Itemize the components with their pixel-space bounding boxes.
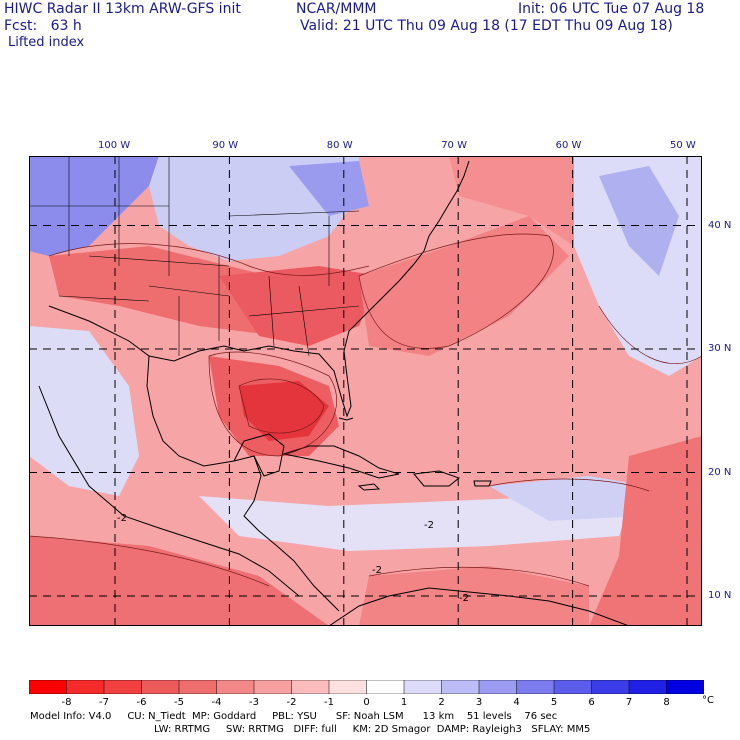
colorbar-segment <box>29 680 68 694</box>
colorbar-segment <box>591 680 630 694</box>
colorbar-segment <box>66 680 105 694</box>
south-america-coast <box>328 587 630 626</box>
colorbar-unit: °C <box>702 695 714 706</box>
plot-title: HIWC Radar II 13km ARW-GFS init <box>4 1 241 17</box>
gulf-strong-core <box>239 381 329 441</box>
longitude-label: 70 W <box>441 140 467 151</box>
central-atlantic-unstable <box>449 156 574 246</box>
field-name: Lifted index <box>8 35 85 50</box>
colorbar-segment <box>553 680 593 694</box>
yucatan <box>233 433 285 477</box>
graticule <box>29 156 702 626</box>
latitude-label: 20 N <box>708 466 732 478</box>
model-info-line2: LW: RRTMG SW: RRTMG DIFF: full KM: 2D Sm… <box>154 724 591 735</box>
latitude-label: 40 N <box>708 219 732 231</box>
colorbar-tick-label: 1 <box>400 697 408 708</box>
colorbar-tick-label: -8 <box>61 697 72 708</box>
colorbar-tick-label: 7 <box>625 697 633 708</box>
colorbar-segment <box>478 680 518 694</box>
colorbar-tick-label: 4 <box>513 697 520 708</box>
colorbar-segment <box>628 680 668 694</box>
longitude-label: 90 W <box>212 140 239 151</box>
atlantic-unstable-band <box>359 216 569 356</box>
southeast-atlantic-unstable <box>589 436 702 626</box>
mexico-east-coast <box>146 355 340 612</box>
colorbar-tick-label: -6 <box>136 697 147 708</box>
positive-index-regions <box>29 156 702 551</box>
contour-label: -2 <box>424 520 434 531</box>
jamaica <box>357 483 381 491</box>
model-info-line1: Model Info: V4.0 CU: N_Tiedt MP: Goddard… <box>30 711 558 722</box>
colorbar-segment <box>253 680 293 694</box>
contour-label: -2 <box>459 593 469 604</box>
lifted-index-map: -2 -2 -2 -2 <box>29 156 702 626</box>
mexico-west-coast <box>38 385 300 597</box>
colorbar-tick-label: -3 <box>249 697 259 708</box>
colorbar-segment <box>441 680 480 694</box>
colorbar-tick-label: -5 <box>174 697 184 708</box>
latitude-label: 10 N <box>708 590 732 601</box>
init-time: Init: 06 UTC Tue 07 Aug 18 <box>518 1 705 17</box>
caribbean-stable-band <box>199 496 629 551</box>
colorbar-tick-label: -4 <box>211 697 222 708</box>
northeast-stable-region <box>289 161 369 216</box>
colorbar-segment <box>516 680 555 694</box>
colorbar-tick-label: 8 <box>663 697 670 708</box>
east-pacific-unstable <box>29 536 329 626</box>
colorbar-segment <box>103 680 143 694</box>
colorbar-tick-label: -7 <box>99 697 109 708</box>
colorbar-tick-label: 3 <box>475 697 483 708</box>
atlantic-stable-band <box>599 166 679 276</box>
coastlines <box>38 160 630 626</box>
contour-label: -2 <box>372 565 382 576</box>
colorbar-segment <box>328 680 368 694</box>
forecast-hour: Fcst: 63 h <box>4 18 82 34</box>
us-gulf-coast <box>48 160 470 418</box>
colorbar-tick-label: 5 <box>550 697 558 708</box>
cuba <box>282 445 400 479</box>
latitude-label: 30 N <box>708 343 732 354</box>
map-frame <box>29 156 702 626</box>
colorbar-tick-label: -2 <box>286 697 297 708</box>
colorbar-segment <box>666 680 704 694</box>
colorbar-tick-label: 0 <box>363 697 370 708</box>
colorbar-tick-label: 6 <box>588 697 595 708</box>
mexico-stable-region <box>29 326 139 496</box>
colorbar-segment <box>141 680 180 694</box>
organization-label: NCAR/MMM <box>296 1 377 17</box>
east-caribbean-stable <box>489 476 649 521</box>
colorbar-tick-label: 2 <box>438 697 445 708</box>
contour-label: -2 <box>117 513 127 524</box>
state-borders <box>29 156 360 357</box>
colorbar-segment <box>291 680 330 694</box>
colorbar-segment <box>178 680 218 694</box>
colorbar-segment <box>216 680 255 694</box>
south-america-unstable <box>359 566 589 626</box>
longitude-label: 80 W <box>326 140 353 151</box>
colorbar <box>29 680 704 694</box>
southeast-us-unstable <box>219 266 379 346</box>
longitude-label: 50 W <box>670 140 696 151</box>
colorbar-segment <box>403 680 443 694</box>
florida-keys <box>338 417 354 421</box>
colorbar-tick-label: -1 <box>324 697 334 708</box>
colorbar-segment <box>366 680 405 694</box>
longitude-label: 60 W <box>555 140 582 151</box>
hispaniola <box>413 470 461 487</box>
longitude-label: 100 W <box>98 140 131 151</box>
valid-time: Valid: 21 UTC Thu 09 Aug 18 (17 EDT Thu … <box>300 18 673 34</box>
